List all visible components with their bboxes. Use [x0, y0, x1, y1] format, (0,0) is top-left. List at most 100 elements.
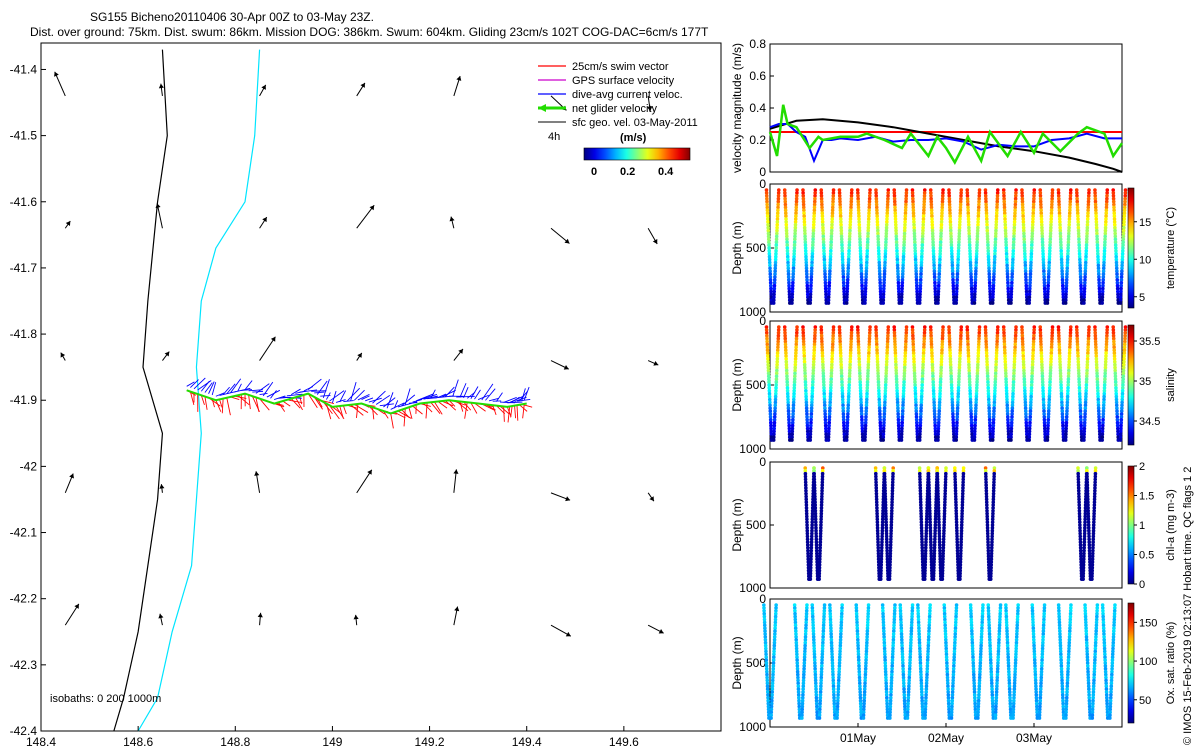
temperature-section-sample-point: [900, 275, 905, 279]
temperature-section-sample-point: [933, 295, 938, 300]
temperature-section-sample-point: [857, 231, 862, 236]
temperature-section-sample-point: [918, 283, 923, 288]
temperature-section-sample-point: [803, 240, 808, 244]
temperature-section-sample-point: [933, 289, 938, 294]
temperature-section-sample-point: [767, 260, 772, 265]
temperature-section-sample-point: [931, 249, 936, 253]
temperature-section-sample-point: [932, 260, 936, 265]
temperature-section-sample-point: [957, 225, 962, 230]
temperature-section-sample-point: [801, 205, 806, 210]
temperature-section-sample-point: [846, 263, 851, 268]
temperature-section-sample-point: [918, 278, 923, 282]
temperature-section-sample-point: [947, 205, 952, 210]
temperature-section-sample-point: [863, 283, 868, 288]
temperature-section-sample-point: [812, 220, 816, 224]
temperature-section-sample-point: [857, 225, 862, 230]
sfc-arrow-head: [563, 364, 569, 370]
temperature-section-sample-point: [876, 246, 881, 250]
temperature-section-sample-point: [810, 260, 814, 265]
temperature-section-sample-point: [937, 260, 942, 265]
sfc-arrow-head: [257, 612, 263, 618]
temperature-section-sample-point: [773, 266, 778, 271]
swim-vector: [470, 402, 478, 414]
temperature-section-sample-point: [910, 188, 915, 192]
velocity-magnitude-series-line: [769, 118, 1123, 173]
temperature-section-sample-point: [786, 275, 791, 279]
dac-vector: [211, 382, 217, 396]
temperature-section-sample-point: [774, 237, 779, 242]
temperature-section-sample-point: [940, 211, 944, 215]
temperature-section-sample-point: [860, 292, 865, 297]
temperature-section-sample-point: [911, 199, 915, 204]
sfc-arrow-head: [158, 613, 164, 619]
temperature-section-sample-point: [849, 196, 854, 201]
temperature-section-sample-point: [811, 234, 816, 239]
temperature-section-sample-point: [847, 240, 852, 244]
temperature-section-sample-point: [791, 263, 796, 268]
temperature-section-sample-point: [864, 281, 868, 285]
temperature-section-sample-point: [786, 278, 791, 282]
temperature-section-sample-point: [810, 246, 815, 250]
temperature-section-sample-point: [791, 275, 795, 279]
temperature-section-sample-point: [894, 240, 899, 244]
temperature-section-sample-point: [920, 246, 924, 250]
temperature-section-sample-point: [913, 243, 917, 247]
map-x-ticks: 148.4 148.6 148.8 149 149.2 149.4 149.6: [26, 726, 639, 749]
swim-vector: [441, 400, 454, 407]
temperature-section-sample-point: [864, 272, 869, 276]
temperature-section-sample-point: [827, 289, 831, 294]
temperature-section-sample-point: [939, 234, 943, 239]
temperature-section-sample-point: [903, 220, 907, 224]
temperature-section-sample-point: [804, 252, 808, 256]
temperature-section-sample-point: [904, 188, 909, 192]
temperature-section-sample-point: [804, 263, 809, 268]
temperature-section-sample-point: [823, 286, 828, 291]
temperature-section-sample-point: [949, 249, 954, 253]
swim-vector: [430, 402, 441, 414]
temperature-section-sample-point: [894, 228, 898, 233]
temperature-section-sample-point: [938, 246, 943, 250]
dac-vector: [204, 382, 213, 393]
temperature-section-sample-point: [877, 263, 882, 268]
swim-vector: [390, 413, 394, 429]
salinity-section-colorbar: [1127, 324, 1135, 446]
temperature-section-sample-point: [892, 194, 897, 198]
temperature-section-sample-point: [793, 225, 798, 230]
track-map: -41.4-41.5-41.6-41.7-41.8-41.9-42-42.1-4…: [10, 42, 722, 749]
temperature-section-sample-point: [846, 272, 850, 276]
swim-vector: [492, 405, 497, 416]
temperature-section-sample-point: [936, 289, 941, 294]
temperature-section-sample-point: [932, 275, 937, 279]
temperature-section-sample-point: [768, 269, 772, 274]
temperature-section-sample-point: [839, 234, 844, 239]
temperature-section-sample-point: [938, 252, 942, 256]
temperature-section-sample-point: [902, 246, 906, 250]
temperature-section-sample-point: [910, 191, 915, 195]
temperature-section-sample-point: [958, 205, 963, 210]
temperature-section-sample-point: [965, 196, 970, 201]
temperature-section-sample-point: [911, 211, 916, 215]
dac-vector: [353, 389, 365, 401]
map-y-ticks: -41.4-41.5-41.6-41.7-41.8-41.9-42-42.1-4…: [10, 62, 46, 738]
oxygen-section-ylabel: Depth (m): [730, 636, 744, 689]
temperature-section-sample-point: [957, 240, 961, 244]
temperature-section-sample-point: [882, 269, 887, 274]
temperature-section-sample-point: [1118, 301, 1123, 305]
temperature-section-sample-point: [918, 289, 923, 294]
temperature-section-sample-point: [810, 257, 814, 262]
temperature-section-sample-point: [955, 269, 960, 274]
temperature-section-sample-point: [919, 257, 924, 262]
dac-vector: [481, 383, 494, 401]
temperature-section-sample-point: [820, 217, 825, 221]
temperature-section-sample-point: [841, 272, 846, 276]
legend-label-gps: GPS surface velocity: [572, 75, 675, 87]
temperature-section-sample-point: [776, 205, 780, 210]
temperature-section-sample-point: [958, 214, 962, 218]
temperature-section-sample-point: [858, 252, 863, 256]
temperature-section-sample-point: [948, 225, 953, 230]
temperature-section-sample-point: [860, 289, 865, 294]
temperature-section-sample-point: [865, 254, 869, 259]
temperature-section-sample-point: [812, 202, 817, 207]
temperature-section-sample-point: [951, 275, 955, 279]
temperature-section-sample-point: [859, 272, 864, 276]
